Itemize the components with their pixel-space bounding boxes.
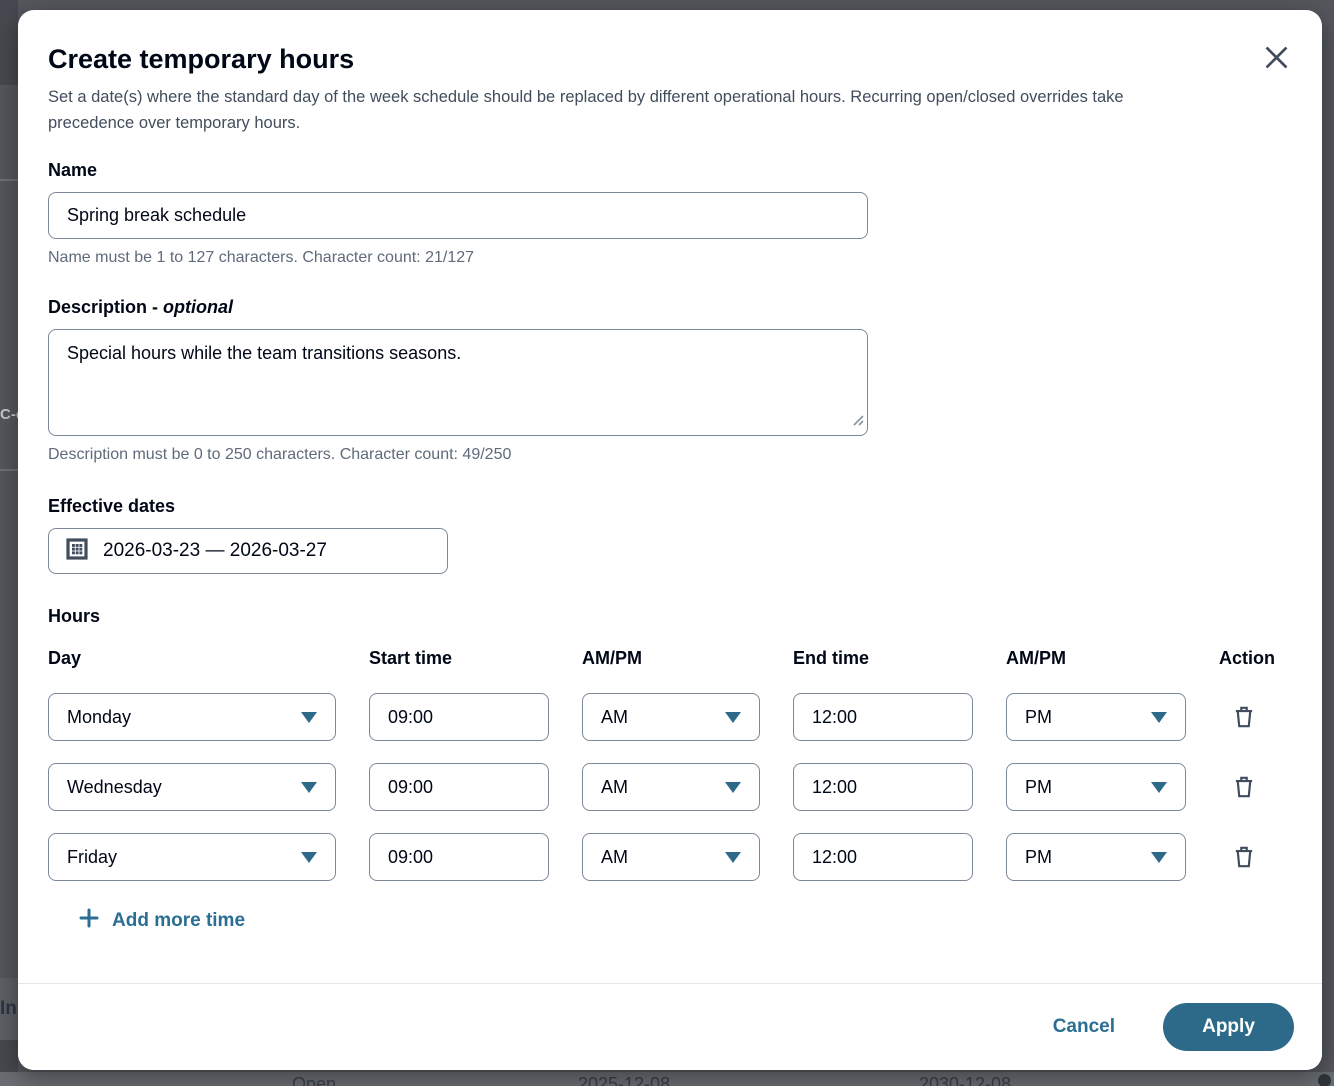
background-text-fragment: In <box>0 998 17 1019</box>
background-gear-icon <box>1318 1074 1331 1086</box>
chevron-down-icon <box>1151 711 1167 723</box>
name-helper-text: Name must be 1 to 127 characters. Charac… <box>48 249 475 266</box>
background-date-cell: 2030-12-08 <box>919 1074 1012 1086</box>
apply-button[interactable]: Apply <box>1163 1003 1294 1051</box>
end-ampm-value: PM <box>1025 776 1052 797</box>
modal-title: Create temporary hours <box>48 44 355 74</box>
background-text-fragment: C-c <box>0 406 18 423</box>
chevron-down-icon <box>1151 851 1167 863</box>
chevron-down-icon <box>1151 781 1167 793</box>
background-band <box>0 0 18 85</box>
column-header-start-time: Start time <box>369 648 453 668</box>
delete-row-trash-icon[interactable] <box>1229 702 1259 732</box>
background-date-cell: 2025-12-08 <box>578 1074 671 1086</box>
hours-table: Day Start time AM/PM End time AM/PM Acti… <box>48 648 1292 881</box>
end-ampm-select[interactable]: PM <box>1006 763 1186 811</box>
description-optional-text: optional <box>163 297 234 317</box>
delete-row-trash-icon[interactable] <box>1229 772 1259 802</box>
start-ampm-select[interactable]: AM <box>582 763 760 811</box>
add-more-time-button[interactable]: Add more time <box>78 907 245 935</box>
day-select[interactable]: Monday <box>48 693 336 741</box>
modal-body: Create temporary hours Set a date(s) whe… <box>18 10 1322 935</box>
create-temporary-hours-modal: Create temporary hours Set a date(s) whe… <box>18 10 1322 1070</box>
end-ampm-select[interactable]: PM <box>1006 693 1186 741</box>
background-divider <box>0 469 18 471</box>
start-time-input[interactable] <box>369 693 549 741</box>
end-ampm-value: PM <box>1025 846 1052 867</box>
date-range-picker[interactable]: 2026-03-23 — 2026-03-27 <box>48 528 448 574</box>
modal-footer: Cancel Apply <box>18 983 1322 1070</box>
column-header-end-ampm: AM/PM <box>1006 648 1066 668</box>
start-time-input[interactable] <box>369 833 549 881</box>
plus-icon <box>78 907 100 935</box>
hours-label: Hours <box>48 606 101 626</box>
start-ampm-value: AM <box>601 776 628 797</box>
description-textarea-wrap: Special hours while the team transitions… <box>48 329 868 436</box>
day-select-value: Wednesday <box>67 776 162 797</box>
end-time-input[interactable] <box>793 763 973 811</box>
delete-row-trash-icon[interactable] <box>1229 842 1259 872</box>
column-header-end-time: End time <box>793 648 870 668</box>
resize-grip-icon[interactable] <box>852 413 864 431</box>
chevron-down-icon <box>725 851 741 863</box>
add-more-time-label: Add more time <box>112 910 246 931</box>
effective-dates-label: Effective dates <box>48 496 176 516</box>
chevron-down-icon <box>301 711 317 723</box>
description-textarea[interactable]: Special hours while the team transitions… <box>48 329 868 436</box>
modal-description: Set a date(s) where the standard day of … <box>48 88 1124 132</box>
end-ampm-select[interactable]: PM <box>1006 833 1186 881</box>
column-header-action: Action <box>1219 648 1275 668</box>
chevron-down-icon <box>301 851 317 863</box>
start-ampm-select[interactable]: AM <box>582 833 760 881</box>
background-band <box>0 978 18 1040</box>
start-time-input[interactable] <box>369 763 549 811</box>
background-status-cell: Open <box>292 1074 337 1086</box>
chevron-down-icon <box>301 781 317 793</box>
end-ampm-value: PM <box>1025 706 1052 727</box>
column-header-day: Day <box>48 648 82 668</box>
description-label-text: Description <box>48 297 148 317</box>
background-divider <box>0 179 18 181</box>
calendar-icon <box>65 537 89 566</box>
description-label: Description - optional <box>48 295 1292 319</box>
end-time-input[interactable] <box>793 693 973 741</box>
day-select[interactable]: Friday <box>48 833 336 881</box>
cancel-button[interactable]: Cancel <box>1052 1016 1115 1037</box>
start-ampm-value: AM <box>601 846 628 867</box>
description-label-separator: - <box>147 297 164 317</box>
name-input[interactable] <box>48 192 868 239</box>
close-icon[interactable] <box>1260 41 1292 73</box>
name-label: Name <box>48 160 98 180</box>
chevron-down-icon <box>725 781 741 793</box>
start-ampm-select[interactable]: AM <box>582 693 760 741</box>
background-table-row: Open 2025-12-08 2030-12-08 <box>0 1072 1334 1086</box>
day-select-value: Friday <box>67 846 118 867</box>
date-range-value: 2026-03-23 — 2026-03-27 <box>103 540 327 561</box>
day-select[interactable]: Wednesday <box>48 763 336 811</box>
day-select-value: Monday <box>67 706 132 727</box>
end-time-input[interactable] <box>793 833 973 881</box>
chevron-down-icon <box>725 711 741 723</box>
description-helper-text: Description must be 0 to 250 characters.… <box>48 446 512 463</box>
start-ampm-value: AM <box>601 706 628 727</box>
column-header-start-ampm: AM/PM <box>582 648 642 668</box>
